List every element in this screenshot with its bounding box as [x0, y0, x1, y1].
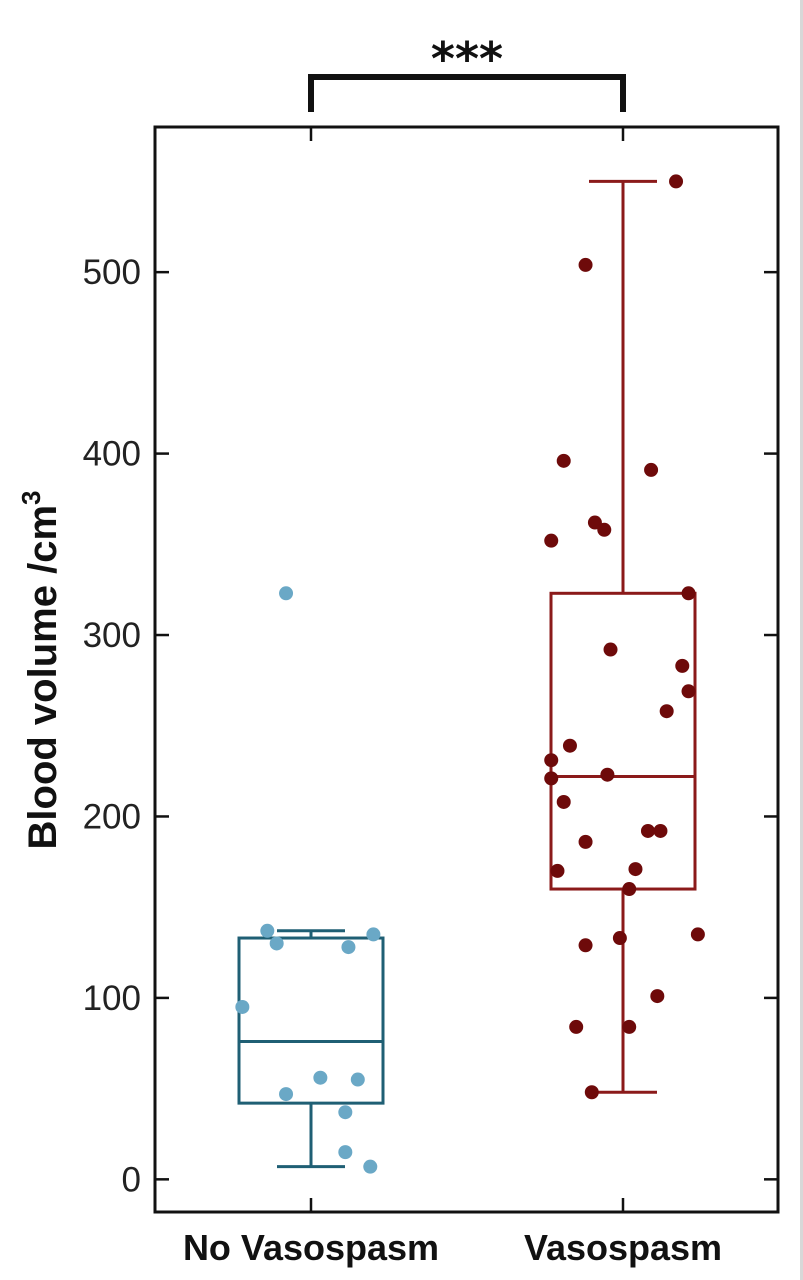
data-point: [584, 1085, 599, 1100]
data-point: [556, 794, 571, 809]
data-point: [640, 823, 655, 838]
y-tick-label: 0: [122, 1160, 141, 1199]
data-point: [628, 862, 643, 877]
image-edge-divider: [800, 0, 803, 1280]
y-axis-label-superscript: 3: [16, 491, 46, 505]
data-point: [578, 938, 593, 953]
data-point: [612, 931, 627, 946]
data-point: [675, 658, 690, 673]
y-tick-label: 400: [83, 435, 141, 474]
data-point: [681, 586, 696, 601]
data-point: [366, 927, 381, 942]
data-point: [338, 1145, 353, 1160]
data-point: [622, 882, 637, 897]
data-point: [644, 462, 659, 477]
data-point: [279, 1087, 294, 1102]
data-point: [622, 1019, 637, 1034]
data-point: [544, 753, 559, 768]
data-point: [556, 453, 571, 468]
data-point: [600, 767, 615, 782]
significance-label: ***: [431, 32, 503, 86]
data-point: [235, 999, 250, 1014]
x-category-label: No Vasospasm: [183, 1227, 439, 1268]
data-point: [578, 834, 593, 849]
data-point: [363, 1159, 378, 1174]
data-point: [569, 1019, 584, 1034]
data-point: [313, 1070, 328, 1085]
data-point: [544, 771, 559, 786]
data-point: [681, 684, 696, 699]
iqr-box: [237, 936, 385, 1105]
data-point: [659, 704, 674, 719]
data-point: [578, 257, 593, 272]
data-point: [669, 174, 684, 189]
data-point: [650, 989, 665, 1004]
significance-bracket: [308, 74, 626, 112]
data-point: [260, 923, 275, 938]
y-axis-label-text: Blood volume /cm: [21, 505, 65, 850]
data-point: [562, 738, 577, 753]
data-point: [597, 522, 612, 537]
y-tick-label: 100: [83, 979, 141, 1018]
data-point: [341, 940, 356, 955]
data-point: [690, 927, 705, 942]
data-point: [603, 642, 618, 657]
data-point: [279, 586, 294, 601]
y-tick-label: 300: [83, 616, 141, 655]
plot-frame: [153, 125, 780, 1214]
y-axis-label: Blood volume /cm3: [16, 491, 65, 850]
x-category-label: Vasospasm: [524, 1227, 722, 1268]
data-point: [550, 863, 565, 878]
data-point: [350, 1072, 365, 1087]
y-tick-label: 200: [83, 797, 141, 836]
data-point: [269, 936, 284, 951]
y-tick-label: 500: [83, 253, 141, 292]
data-point: [338, 1105, 353, 1120]
data-point: [544, 533, 559, 548]
data-point: [653, 823, 668, 838]
